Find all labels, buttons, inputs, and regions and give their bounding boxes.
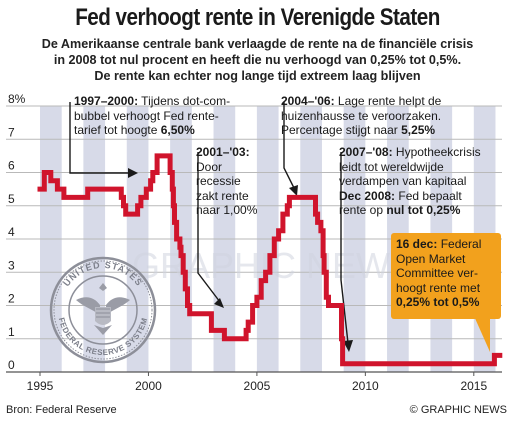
annotation-2007-line4b: Fed bepaalt: [395, 188, 462, 203]
annotation-arrow: [197, 152, 221, 303]
annotation-2004-line2: huizenhausse te veroorzaken.: [281, 108, 442, 123]
y-tick-label: 5: [8, 192, 15, 206]
annotation-2001-line5: naar 1,00%: [196, 203, 258, 217]
annotation-1997-2000: 1997–2000: Tijdens dot-com- bubbel verho…: [74, 94, 230, 138]
annotation-2004-text1: Lage rente helpt de: [334, 94, 442, 108]
x-tick-label: 1995: [27, 379, 54, 393]
y-tick-label: 6: [8, 159, 15, 173]
callout-2015-rate-hike: 16 dec: Federal Open Market Committee ve…: [391, 233, 501, 319]
annotation-2001-line3: recessie: [196, 174, 241, 188]
annotation-1997-line2: bubbel verhoogt Fed rente-: [74, 108, 219, 123]
annotation-2007-2008: 2007–'08: Hypotheekcrisis leidt tot were…: [339, 145, 481, 218]
annotation-1997-line3a: tarief tot hoogte: [74, 123, 161, 137]
y-tick-label: 4: [8, 225, 15, 239]
annotation-2007-line5b: nul tot 0,25%: [386, 203, 461, 217]
annotation-2007-line2: leidt tot wereldwijde: [339, 159, 444, 174]
annotation-2004-line3a: Percentage stijgt naar: [281, 123, 402, 137]
subtitle: De Amerikaanse centrale bank verlaagde d…: [0, 36, 515, 84]
annotation-2001-line4: zakt rente: [196, 188, 249, 203]
arrow-head-icon: [289, 185, 298, 196]
y-tick-label: 0: [8, 358, 15, 372]
x-axis-labels: 1995 2000 2005 2010 2015: [27, 372, 487, 393]
annotation-2007-line3: verdampen van kapitaal: [339, 174, 467, 188]
x-tick-label: 2010: [352, 379, 379, 393]
callout-2015-line5: 0,25% tot 0,5%: [396, 295, 480, 309]
callout-2015-line4: hoogt rente met: [396, 280, 481, 295]
callout-pointer: [474, 316, 490, 352]
annotation-2007-text1: Hypotheekcrisis: [392, 145, 481, 159]
page-title: Fed verhoogt rente in Verenigde Staten: [75, 4, 440, 31]
subtitle-line-3: De rente kan echter nog lange tijd extre…: [94, 69, 421, 83]
annotation-arrow: [340, 152, 349, 344]
annotation-1997-text1: Tijdens dot-com-: [138, 94, 231, 108]
annotation-arrow: [283, 102, 295, 189]
callout-2015-line2: Open Market: [396, 251, 466, 266]
subtitle-line-1: De Amerikaanse centrale bank verlaagde d…: [41, 37, 474, 51]
x-tick-label: 2005: [244, 379, 271, 393]
annotation-2001-line2: Door: [196, 159, 223, 174]
y-axis-labels: 0 1 2 3 4 5 6 7 8%: [8, 92, 26, 372]
credit-label: © GRAPHIC NEWS: [409, 404, 507, 416]
y-tick-label: 7: [8, 125, 15, 139]
annotation-2001-period: 2001–'03:: [196, 145, 250, 159]
arrow-head-icon: [214, 298, 224, 308]
annotation-2007-period: 2007–'08:: [339, 145, 393, 159]
annotation-2007-line5a: rente op: [339, 203, 387, 217]
source-label: Bron: Federal Reserve: [6, 404, 117, 416]
annotation-arrows: [69, 102, 353, 352]
y-tick-label: 2: [8, 292, 15, 306]
rate-series-line: [37, 153, 503, 367]
annotation-2007-line4a: Dec 2008:: [339, 188, 396, 203]
annotation-2001-2003: 2001–'03: Door recessie zakt rente naar …: [196, 145, 257, 218]
callout-2015-date: 16 dec:: [396, 237, 438, 251]
y-tick-label: 1: [8, 325, 15, 339]
y-tick-label: 8%: [8, 92, 26, 106]
x-tick-label: 2015: [460, 379, 487, 393]
annotation-1997-period: 1997–2000:: [74, 94, 139, 108]
annotation-2004-period: 2004–'06:: [281, 94, 335, 108]
callout-2015-text1: Federal: [437, 237, 482, 251]
arrow-head-icon: [343, 340, 353, 352]
callout-2015-line3: Committee ver-: [396, 266, 479, 280]
arrow-head-icon: [128, 168, 138, 178]
x-tick-label: 2000: [135, 379, 162, 393]
eagle-icon: [76, 283, 130, 335]
annotation-arrow: [69, 102, 128, 174]
y-tick-label: 3: [8, 258, 15, 272]
annotation-2004-2006: 2004–'06: Lage rente helpt de huizenhaus…: [281, 94, 441, 138]
federal-reserve-seal: UNITED STATES FEDERAL RESERVE SYSTEM: [49, 256, 157, 364]
annotation-2004-line3b: 5,25%: [401, 123, 436, 137]
annotation-1997-line3b: 6,50%: [160, 123, 195, 137]
subtitle-line-2: in 2008 tot nul procent en heeft die nu …: [53, 53, 462, 67]
